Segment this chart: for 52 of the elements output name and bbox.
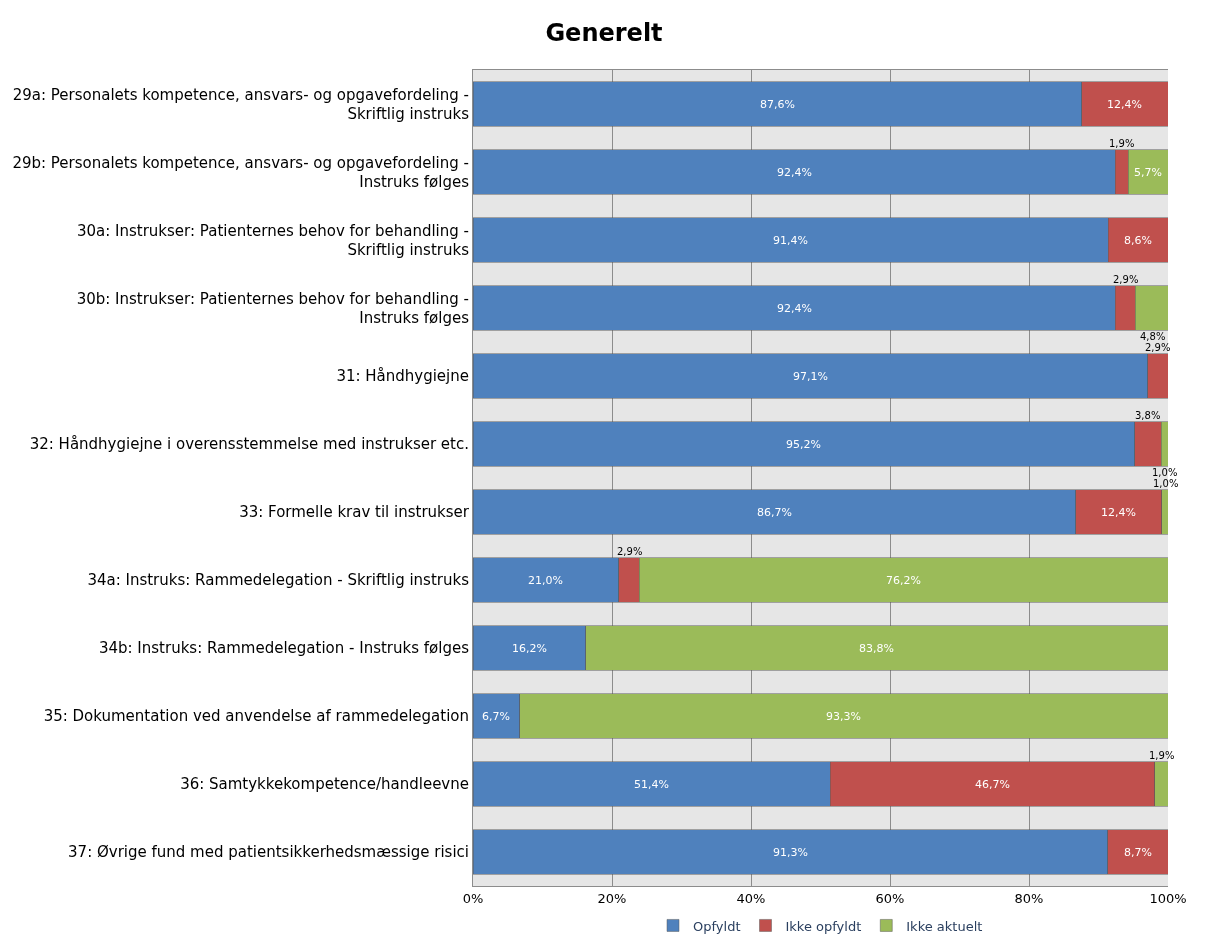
y-tick-label: 37: Øvrige fund med patientsikkerhedsmæssige risici — [68, 843, 469, 862]
legend-label: Ikke aktuelt — [906, 918, 983, 934]
y-tick-label: 32: Håndhygiejne i overensstemmelse med instrukser etc. — [29, 435, 469, 454]
data-label: 92,4% — [777, 166, 812, 179]
data-label: 8,7% — [1124, 846, 1152, 859]
data-label: 21,0% — [528, 574, 563, 587]
y-tick-label: 30b: Instrukser: Patienternes behov for behandling - Instruks følges — [76, 289, 470, 327]
data-label: 86,7% — [757, 506, 792, 519]
data-label: 12,4% — [1101, 506, 1136, 519]
data-label: 46,7% — [975, 778, 1010, 791]
y-tick-label: 29a: Personalets kompetence, ansvars- og opgavefordeling - Skriftlig instruks — [12, 85, 470, 123]
y-tick-label: 31: Håndhygiejne — [336, 367, 469, 386]
data-label: 12,4% — [1107, 98, 1142, 111]
data-label: 51,4% — [634, 778, 669, 791]
x-tick-label: 40% — [736, 890, 766, 906]
data-label: 1,9% — [1149, 750, 1175, 761]
data-label: 83,8% — [859, 642, 894, 655]
data-label: 8,6% — [1124, 234, 1152, 247]
data-label: 1,9% — [1109, 138, 1135, 149]
y-tick-label: 29b: Personalets kompetence, ansvars- og opgavefordeling - Instruks følges — [12, 153, 470, 191]
y-tick-label: 36: Samtykkekompetence/handleevne — [180, 775, 469, 794]
data-label: 16,2% — [512, 642, 547, 655]
x-tick-label: 60% — [875, 890, 905, 906]
data-label: 6,7% — [482, 710, 510, 723]
data-label: 91,3% — [773, 846, 808, 859]
data-label: 95,2% — [786, 438, 821, 451]
data-label: 2,9% — [617, 546, 643, 557]
y-tick-label: 30a: Instrukser: Patienternes behov for behandling - Skriftlig instruks — [76, 221, 470, 259]
x-tick-label: 100% — [1149, 890, 1187, 906]
legend-label: Ikke opfyldt — [785, 918, 862, 934]
data-label: 3,8% — [1135, 410, 1161, 421]
y-tick-label: 34a: Instruks: Rammedelegation - Skriftlig instruks — [87, 571, 470, 590]
data-label: 92,4% — [777, 302, 812, 315]
data-label: 91,4% — [773, 234, 808, 247]
data-label: 2,9% — [1113, 274, 1139, 285]
legend-label: Opfyldt — [693, 918, 741, 934]
data-label: 2,9% — [1145, 342, 1171, 353]
data-label: 76,2% — [886, 574, 921, 587]
data-label: 1,0% — [1152, 467, 1178, 478]
data-label: 93,3% — [826, 710, 861, 723]
data-label: 97,1% — [793, 370, 828, 383]
y-tick-label: 33: Formelle krav til instrukser — [239, 503, 470, 522]
x-tick-label: 20% — [597, 890, 627, 906]
y-tick-label: 34b: Instruks: Rammedelegation - Instruks følges — [98, 639, 470, 658]
x-tick-label: 0% — [462, 890, 484, 906]
y-tick-label: 35: Dokumentation ved anvendelse af rammedelegation — [43, 707, 469, 726]
x-tick-label: 80% — [1014, 890, 1044, 906]
data-label: 4,8% — [1140, 331, 1166, 342]
data-label: 5,7% — [1134, 166, 1162, 179]
data-label: 1,0% — [1153, 478, 1179, 489]
chart-title: Generelt — [545, 18, 663, 47]
data-label: 87,6% — [760, 98, 795, 111]
